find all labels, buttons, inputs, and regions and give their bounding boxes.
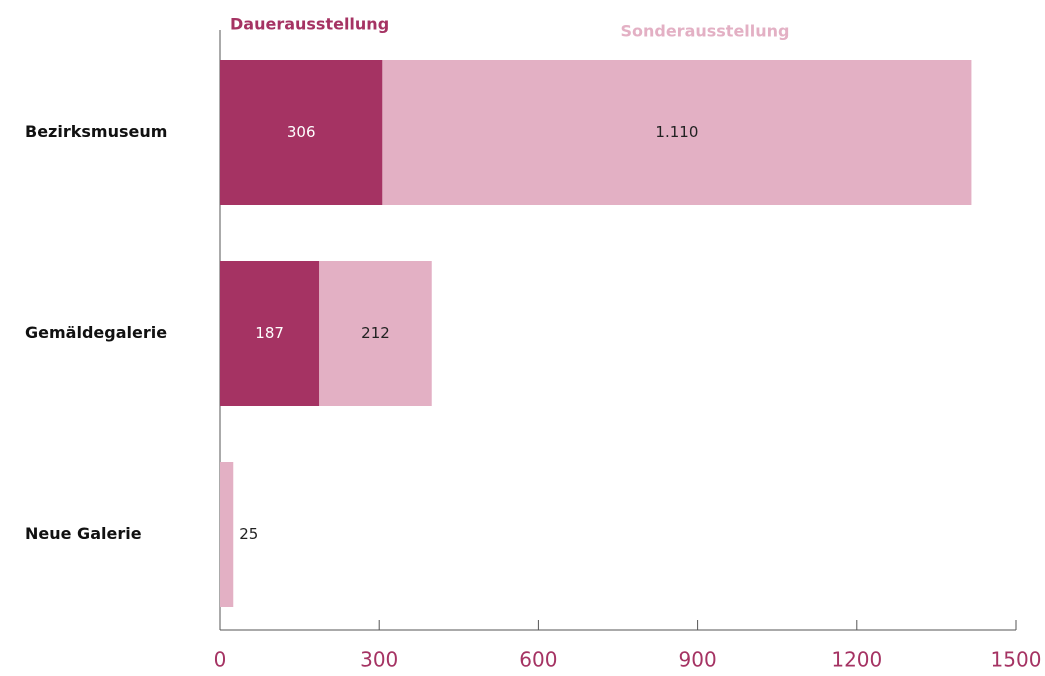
legend-entry: Dauerausstellung — [230, 15, 389, 34]
bar-segment — [220, 462, 234, 607]
x-tick-label: 0 — [214, 648, 227, 672]
bar-segment — [220, 261, 320, 406]
x-tick-label: 300 — [360, 648, 398, 672]
x-tick-label: 900 — [679, 648, 717, 672]
bar-segment — [319, 261, 432, 406]
data-label: 306 — [287, 123, 316, 141]
bar-segment — [220, 60, 383, 205]
data-label: 212 — [361, 324, 390, 342]
category-label: Neue Galerie — [25, 524, 142, 543]
data-label: 1.110 — [655, 123, 698, 141]
bar-segment — [382, 60, 972, 205]
category-label: Gemäldegalerie — [25, 323, 167, 342]
x-tick-label: 1200 — [831, 648, 882, 672]
data-label: 187 — [255, 324, 284, 342]
legend-entry: Sonderausstellung — [620, 22, 789, 41]
x-tick-label: 1500 — [991, 648, 1042, 672]
category-label: Bezirksmuseum — [25, 122, 167, 141]
x-tick-label: 600 — [519, 648, 557, 672]
data-label: 25 — [239, 525, 258, 543]
